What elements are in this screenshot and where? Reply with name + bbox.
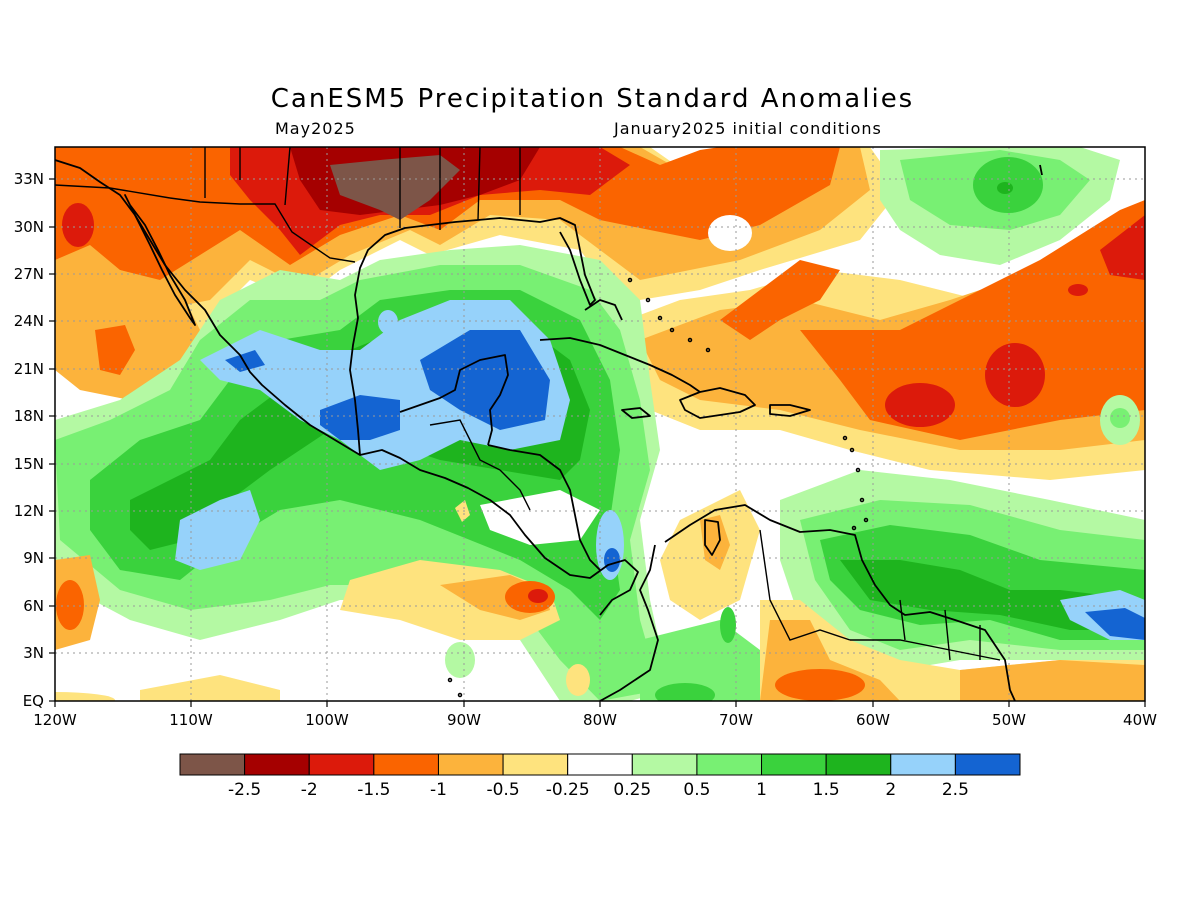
lat-label: 6N	[23, 597, 44, 615]
colorbar-swatch	[890, 753, 956, 776]
lat-label: 3N	[23, 644, 44, 662]
lat-label: 15N	[14, 455, 44, 473]
lon-label: 90W	[447, 711, 481, 729]
colorbar-label: 2.5	[942, 780, 969, 800]
colorbar-label: -2.5	[228, 780, 261, 800]
lat-label: 21N	[14, 360, 44, 378]
colorbar-label: 0.5	[683, 780, 710, 800]
map-panel	[55, 147, 1145, 701]
colorbar-swatch	[954, 753, 1021, 776]
colorbar-swatch	[567, 753, 633, 776]
coastlines	[55, 159, 1043, 701]
lon-label: 50W	[992, 711, 1026, 729]
colorbar-swatch	[502, 753, 569, 776]
wet-anomaly-atlantic-north	[880, 147, 1140, 445]
lon-label: 70W	[719, 711, 753, 729]
colorbar-label: 2	[885, 780, 896, 800]
lat-label: 24N	[14, 312, 44, 330]
colorbar-label: -0.5	[486, 780, 519, 800]
axis-ticks	[49, 178, 1146, 707]
wet-anomaly-south-america	[780, 470, 1145, 670]
lon-label: 40W	[1123, 711, 1157, 729]
colorbar-swatch	[437, 753, 504, 776]
lon-label: 80W	[583, 711, 617, 729]
colorbar-swatch	[631, 753, 698, 776]
colorbar-label: 1	[756, 780, 767, 800]
graticule	[55, 147, 1145, 701]
colorbar-swatch	[761, 753, 827, 776]
political-borders	[55, 147, 1001, 661]
lat-label: 33N	[14, 170, 44, 188]
colorbar-legend: -2.5 -2 -1.5 -1 -0.5 -0.25 0.25 0.5 1 1.5 2 2.5	[179, 753, 1021, 800]
map-title: CanESM5 Precipitation Standard Anomalies	[270, 84, 915, 114]
lat-label: 27N	[14, 265, 44, 283]
caribbean-islands	[447, 277, 869, 698]
colorbar-swatch	[179, 753, 246, 776]
colorbar-swatch	[696, 753, 763, 776]
latitude-labels: EQ 3N 6N 9N 12N 15N 18N 21N 24N 27N 30N …	[14, 170, 44, 710]
lat-label: 12N	[14, 502, 44, 520]
lat-label: 18N	[14, 407, 44, 425]
lon-label: 60W	[856, 711, 890, 729]
colorbar-label: -1	[430, 780, 447, 800]
colorbar-swatch	[825, 753, 892, 776]
colorbar-label: 0.25	[613, 780, 651, 800]
colorbar-label: -0.25	[546, 780, 590, 800]
lat-label: 30N	[14, 218, 44, 236]
lat-label: 9N	[23, 549, 44, 567]
lon-label: 110W	[169, 711, 213, 729]
lon-label: 100W	[305, 711, 349, 729]
colorbar-label: 1.5	[813, 780, 840, 800]
colorbar-swatch	[308, 753, 375, 776]
longitude-labels: 120W 110W 100W 90W 80W 70W 60W 50W 40W	[33, 711, 1157, 729]
lon-label: 120W	[33, 711, 77, 729]
dry-anomaly-south-america	[55, 490, 1145, 701]
initial-conditions-label: January2025 initial conditions	[614, 119, 882, 138]
lat-label: EQ	[23, 692, 44, 710]
dry-anomaly-north	[55, 147, 900, 400]
colorbar-label: -1.5	[357, 780, 390, 800]
dry-anomaly-pacific-south	[55, 490, 600, 701]
colorbar-swatch	[373, 753, 439, 776]
colorbar-label: -2	[301, 780, 318, 800]
colorbar-swatch	[244, 753, 310, 776]
valid-month-label: May2025	[275, 119, 356, 138]
